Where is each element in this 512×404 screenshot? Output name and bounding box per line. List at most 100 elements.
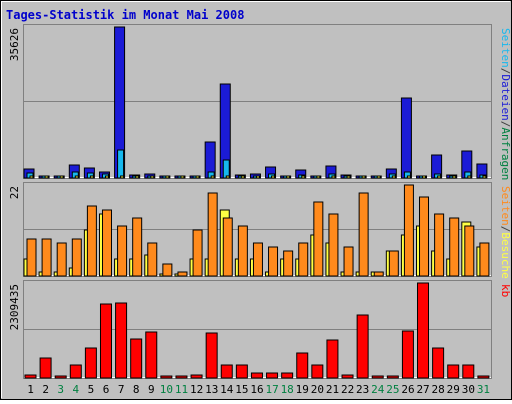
seiten-bar — [207, 192, 218, 277]
legend-part: Seiten — [499, 186, 512, 226]
kb-bar — [220, 364, 233, 379]
kb-bar — [39, 357, 52, 379]
x-tick-label: 7 — [118, 383, 125, 396]
legend-part: Dateien — [499, 74, 512, 120]
seiten-bar — [316, 175, 321, 179]
kb-bar — [281, 372, 294, 379]
x-tick-label: 19 — [296, 383, 309, 396]
seiten-bar — [59, 175, 64, 179]
seiten-bar — [343, 246, 354, 277]
x-tick-label: 30 — [462, 383, 475, 396]
legend-part: / — [499, 226, 512, 233]
hits-panel: 35626 Seiten/Dateien/Anfragen — [8, 24, 512, 180]
x-tick-label: 12 — [190, 383, 203, 396]
legend-part: Anfragen — [499, 127, 512, 180]
x-tick-label: 18 — [281, 383, 294, 396]
seiten-bar — [165, 175, 170, 179]
seiten-bar — [403, 184, 414, 277]
x-tick-label: 10 — [160, 383, 173, 396]
kb-bar — [190, 374, 203, 379]
seiten-bar — [74, 175, 79, 179]
x-tick-label: 16 — [250, 383, 263, 396]
kb-bar — [462, 364, 475, 379]
seiten-bar — [41, 238, 52, 277]
seiten-bar — [120, 175, 125, 179]
kb-bar — [447, 364, 460, 379]
seiten-bar — [388, 250, 399, 277]
x-tick-label: 28 — [432, 383, 445, 396]
x-tick-label: 20 — [311, 383, 324, 396]
seiten-bar — [56, 242, 67, 277]
x-tick-label: 25 — [386, 383, 399, 396]
seiten-bar — [449, 217, 460, 277]
kb-bar — [417, 282, 430, 379]
x-tick-label: 23 — [356, 383, 369, 396]
seiten-bar — [104, 175, 109, 179]
seiten-bar — [271, 175, 276, 179]
kb-bar — [356, 314, 369, 379]
kb-bar — [311, 364, 324, 379]
seiten-bar — [376, 175, 381, 179]
x-axis-labels: 1 2 3 4 5 6 7 8 9 10 11 12 13 14 15 16 17 18 19 20 21 22 23 24 2… — [27, 383, 490, 396]
legend-part: Besuche — [499, 232, 512, 278]
kb-bar — [250, 372, 263, 379]
seiten-bar — [225, 175, 230, 179]
x-tick-label: 8 — [133, 383, 140, 396]
x-tick-label: 24 — [371, 383, 385, 396]
seiten-bar — [346, 175, 351, 179]
kb-bar — [266, 372, 279, 379]
seiten-bar — [482, 175, 487, 179]
seiten-bar — [422, 175, 427, 179]
x-tick-label: 2 — [42, 383, 49, 396]
seiten-bar — [406, 175, 411, 179]
seiten-bar — [86, 205, 97, 277]
kb-bar — [205, 332, 218, 379]
kb-bar — [296, 352, 309, 379]
y-max-label: 2309435 — [8, 284, 21, 330]
x-tick-label: 13 — [205, 383, 218, 396]
seiten-bar — [117, 225, 128, 277]
seiten-bar — [298, 242, 309, 277]
x-tick-label: 21 — [326, 383, 339, 396]
x-tick-label: 27 — [416, 383, 429, 396]
kb-bar — [145, 331, 158, 379]
seiten-bar — [44, 175, 49, 179]
seiten-bar — [286, 175, 291, 179]
seiten-bar — [89, 175, 94, 179]
seiten-bar — [192, 229, 203, 277]
seiten-bar — [283, 250, 294, 277]
legend-part: kb — [499, 284, 512, 297]
seiten-bar — [222, 217, 233, 277]
seiten-bar — [419, 196, 430, 277]
seiten-bar — [240, 175, 245, 179]
seiten-bar — [162, 263, 173, 277]
kb-bar — [371, 375, 384, 379]
anfragen-bar — [400, 97, 412, 179]
seiten-bar — [301, 175, 306, 179]
seiten-bar — [135, 175, 140, 179]
legend-part: / — [499, 68, 512, 75]
seiten-bar — [452, 175, 457, 179]
seiten-bar — [464, 225, 475, 277]
seiten-bar — [437, 175, 442, 179]
series-legend-label: Seiten/Dateien/Anfragen — [499, 28, 512, 180]
kb-bar — [99, 303, 112, 379]
x-tick-label: 3 — [57, 383, 64, 396]
x-tick-label: 26 — [401, 383, 414, 396]
seiten-bar — [391, 175, 396, 179]
x-tick-label: 11 — [175, 383, 188, 396]
dateien-bar — [222, 159, 230, 179]
chart-title: Tages-Statistik im Monat Mai 2008 — [6, 8, 244, 22]
seiten-bar — [434, 213, 445, 277]
seiten-bar — [237, 225, 248, 277]
kb-bar — [69, 364, 82, 379]
seiten-bar — [268, 246, 279, 277]
seiten-bar — [467, 175, 472, 179]
kb-bar — [401, 330, 414, 379]
series-legend-label: Seiten/Besuche — [499, 186, 512, 279]
seiten-bar — [195, 175, 200, 179]
x-tick-label: 6 — [103, 383, 110, 396]
